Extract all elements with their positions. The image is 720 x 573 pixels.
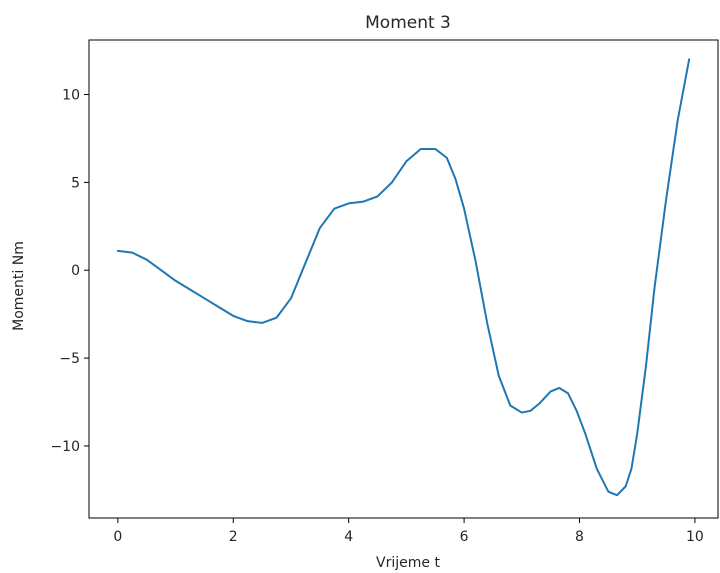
x-axis: 0 2 4 6 8 10	[113, 518, 704, 545]
y-tick-label: −10	[50, 439, 80, 455]
plot-area	[88, 39, 719, 519]
y-axis-title: Momenti Nm	[11, 241, 27, 331]
x-tick-label: 6	[460, 529, 469, 545]
plot-frame	[88, 39, 719, 519]
x-tick-label: 2	[229, 529, 238, 545]
y-tick-label: −5	[59, 351, 80, 367]
y-tick-label: 5	[71, 175, 80, 191]
x-tick-label: 8	[575, 529, 584, 545]
chart-title: Moment 3	[365, 13, 451, 33]
x-tick-label: 4	[344, 529, 353, 545]
y-axis: 10 5 0 −5 −10	[50, 87, 89, 455]
x-tick-label: 10	[686, 529, 704, 545]
y-tick-label: 0	[71, 263, 80, 279]
x-axis-title: Vrijeme t	[376, 555, 440, 571]
series-line	[116, 58, 691, 497]
x-tick-label: 0	[113, 529, 122, 545]
y-tick-label: 10	[62, 87, 80, 103]
